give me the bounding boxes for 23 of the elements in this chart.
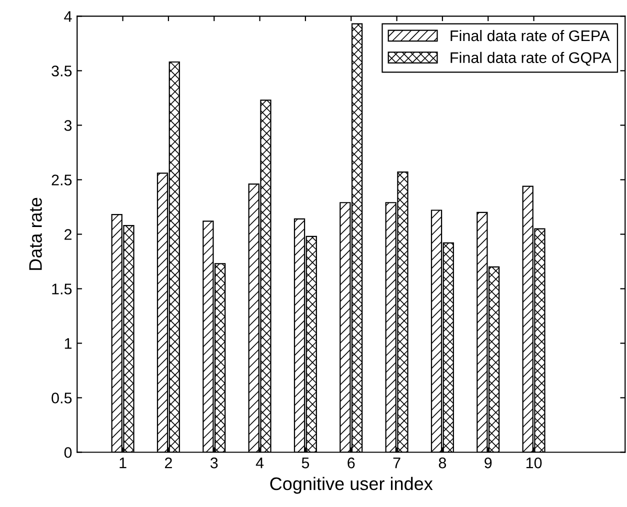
- y-tick-label: 0: [64, 447, 72, 458]
- x-tick-label: 7: [393, 458, 400, 468]
- x-tick-label: 2: [164, 458, 172, 468]
- x-tick-label: 8: [438, 458, 446, 468]
- y-tick-label: 3.5: [52, 66, 72, 76]
- y-tick-label: 0.5: [52, 392, 72, 404]
- x-tick-label: 3: [210, 458, 218, 468]
- y-tick-label: 3: [64, 120, 72, 131]
- x-tick-label: 1: [120, 458, 126, 468]
- y-axis-title: Data rate: [29, 198, 42, 270]
- legend-label: Final data rate of GQPA: [450, 52, 612, 66]
- x-tick-label: 9: [484, 458, 492, 468]
- y-tick-label: 1: [64, 338, 72, 349]
- x-tick-label: 4: [256, 458, 264, 468]
- x-axis-title: Cognitive user index: [270, 476, 433, 494]
- y-tick-label: 2: [64, 229, 72, 240]
- y-tick-label: 1.5: [52, 284, 72, 294]
- x-tick-label: 10: [526, 458, 542, 468]
- x-tick-label: 6: [348, 458, 355, 468]
- y-tick-label: 2.5: [52, 174, 72, 186]
- y-tick-label: 4: [64, 11, 72, 22]
- legend-label: Final data rate of GEPA: [450, 30, 610, 42]
- x-tick-label: 5: [302, 458, 310, 468]
